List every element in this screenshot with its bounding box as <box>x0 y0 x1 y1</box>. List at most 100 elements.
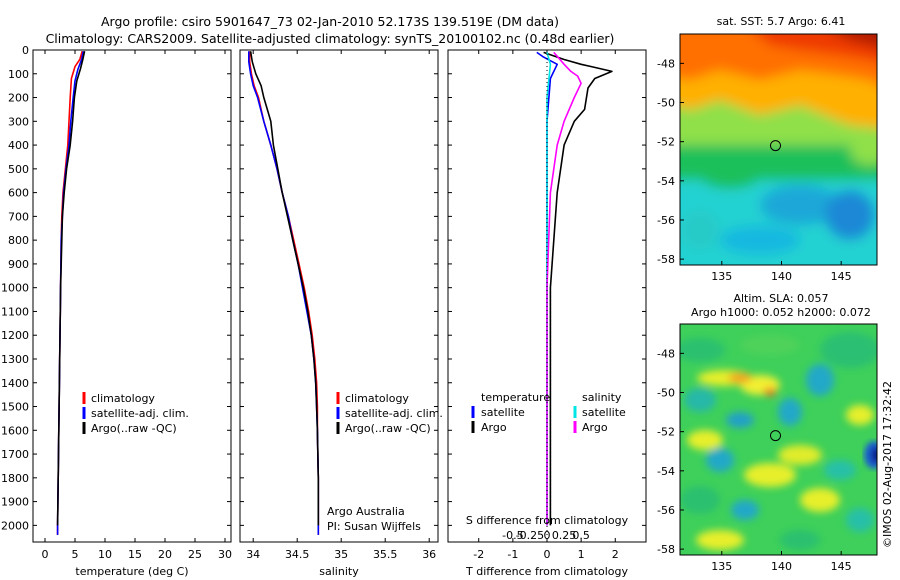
x-tick-label: 0 <box>544 548 551 561</box>
salinity-plot: 34 34.5 35 35.5 36 <box>246 50 436 561</box>
depth-tick-label: 900 <box>8 258 29 271</box>
temperature-plot: 0 5 10 15 20 25 30 <box>42 50 232 561</box>
depth-tick-label: 800 <box>8 234 29 247</box>
legend-label-t-satellite: satellite <box>481 406 525 419</box>
salinity-axis-label: salinity <box>319 565 359 578</box>
argo-position-marker <box>770 430 781 442</box>
depth-tick-label: 1400 <box>1 377 29 390</box>
x-tick-label: 2 <box>612 548 619 561</box>
series-line-argo-raw-qc <box>56 51 86 526</box>
depth-tick-label: 300 <box>8 115 29 128</box>
depth-tick-label: 400 <box>8 139 29 152</box>
legend-label-s-satellite: satellite <box>582 406 626 419</box>
depth-tick-label: 1000 <box>1 282 29 295</box>
legend-label-climatology: climatology <box>345 392 409 405</box>
x-tick-label: 30 <box>218 548 232 561</box>
figure-subtitle: Climatology: CARS2009. Satellite-adjuste… <box>46 31 615 46</box>
s-difference-tick-label: -0.5 <box>502 529 523 542</box>
sla-map-subtitle: Argo h1000: 0.052 h2000: 0.072 <box>691 306 871 319</box>
legend-label-climatology: climatology <box>91 392 155 405</box>
lat-tick-label: -54 <box>657 175 675 188</box>
s-difference-tick-label: 0.5 <box>572 529 590 542</box>
lat-tick-label: -50 <box>657 387 675 400</box>
depth-tick-label: 200 <box>8 92 29 105</box>
depth-tick-label: 2000 <box>1 519 29 532</box>
depth-tick-label: 1500 <box>1 401 29 414</box>
legend-label-satellite: satellite-adj. clim. <box>345 407 443 420</box>
x-tick-label: 34.5 <box>285 548 310 561</box>
legend-label-argo: Argo(..raw -QC) <box>91 422 177 435</box>
x-tick-label: 36 <box>422 548 436 561</box>
depth-tick-label: 1300 <box>1 353 29 366</box>
lat-tick-label: -54 <box>657 465 675 478</box>
lon-tick-label: 135 <box>711 270 732 283</box>
depth-tick-label: 700 <box>8 210 29 223</box>
x-tick-label: 10 <box>98 548 112 561</box>
difference-plot: -2 -1 0 1 2 -0.5-0.25 0 0.250.5 <box>473 50 619 561</box>
legend-label-argo: Argo(..raw -QC) <box>345 422 431 435</box>
lat-tick-label: -58 <box>657 253 675 266</box>
temperature-plot-frame <box>32 49 232 543</box>
sla-map-frame <box>679 323 878 556</box>
depth-tick-label: 1900 <box>1 496 29 509</box>
sla-map-title: Altim. SLA: 0.057 <box>733 292 828 305</box>
legend-label-s-argo: Argo <box>582 421 608 434</box>
series-line-argo-raw-qc <box>249 51 320 526</box>
timestamp: ©IMOS 02-Aug-2017 17:32:42 <box>881 381 894 548</box>
temperature-legend: climatology satellite-adj. clim. Argo(..… <box>82 392 189 435</box>
sst-map-axes: 135 140 145 -48 -50 -52 -54 -56 -58 <box>657 57 852 283</box>
depth-tick-label: 500 <box>8 163 29 176</box>
x-tick-label: 20 <box>158 548 172 561</box>
x-tick-label: -1 <box>507 548 518 561</box>
lat-tick-label: -48 <box>657 347 675 360</box>
x-tick-label: 35.5 <box>373 548 398 561</box>
x-tick-label: 25 <box>188 548 202 561</box>
sst-map-title: sat. SST: 5.7 Argo: 6.41 <box>717 15 846 28</box>
x-tick-label: 34 <box>246 548 260 561</box>
lat-tick-label: -56 <box>657 504 675 517</box>
sst-heatmap <box>680 34 877 265</box>
depth-tick-label: 1800 <box>1 472 29 485</box>
salinity-legend: climatology satellite-adj. clim. Argo(..… <box>336 392 443 435</box>
x-tick-label: 15 <box>128 548 142 561</box>
depth-tick-label: 1700 <box>1 448 29 461</box>
credit-line-2: PI: Susan Wijffels <box>327 520 421 533</box>
lat-tick-label: -52 <box>657 136 675 149</box>
x-tick-label: 0 <box>42 548 49 561</box>
depth-tick-label: 1600 <box>1 424 29 437</box>
x-tick-label: 35 <box>334 548 348 561</box>
lat-tick-label: -48 <box>657 57 675 70</box>
sla-map-axes: 135 140 145 -48 -50 -52 -54 -56 -58 <box>657 347 852 573</box>
lon-tick-label: 140 <box>771 270 792 283</box>
lon-tick-label: 135 <box>711 560 732 573</box>
figure-title: Argo profile: csiro 5901647_73 02-Jan-20… <box>101 14 559 29</box>
s-difference-tick-label: 0.25 <box>552 529 577 542</box>
x-tick-label: 1 <box>578 548 585 561</box>
lat-tick-label: -52 <box>657 426 675 439</box>
lat-tick-label: -58 <box>657 543 675 556</box>
lon-tick-label: 145 <box>831 560 852 573</box>
series-line-salinity-argo <box>546 51 582 526</box>
salinity-plot-frame <box>239 49 439 543</box>
lon-tick-label: 145 <box>831 270 852 283</box>
argo-position-marker <box>770 140 781 152</box>
lon-tick-label: 140 <box>771 560 792 573</box>
depth-axis: 0 100 200 300 400 500 600 700 800 900 1000 1100 1200… <box>1 44 646 532</box>
lat-tick-label: -56 <box>657 214 675 227</box>
s-difference-axis-label: S difference from climatology <box>466 514 629 527</box>
depth-tick-label: 100 <box>8 68 29 81</box>
depth-tick-label: 1200 <box>1 329 29 342</box>
legend-group-temperature: temperature <box>481 391 550 404</box>
legend-label-t-argo: Argo <box>481 421 507 434</box>
t-difference-axis-label: T difference from climatology <box>465 565 628 578</box>
series-line-satellite-adj-clim <box>248 51 320 535</box>
series-line-satellite-adj-clim <box>56 51 85 535</box>
legend-group-salinity: salinity <box>582 391 622 404</box>
difference-legend: temperature salinity satellite Argo sate… <box>471 391 626 434</box>
lat-tick-label: -50 <box>657 97 675 110</box>
sst-map-frame <box>679 33 878 266</box>
s-difference-tick-label: 0 <box>544 529 551 542</box>
x-tick-label: -2 <box>473 548 484 561</box>
temperature-axis-label: temperature (deg C) <box>75 565 188 578</box>
